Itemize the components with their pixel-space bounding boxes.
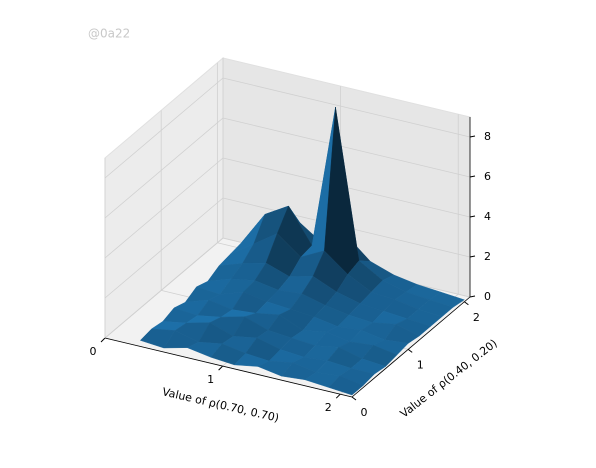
tick-mark <box>351 396 357 401</box>
grid-line <box>104 197 224 299</box>
tick-mark <box>218 365 223 371</box>
y-axis-label: Value of ρ(0.40, 0.20) <box>398 337 500 421</box>
x-tick-label: 0 <box>90 345 97 358</box>
x-axis-label: Value of ρ(0.70, 0.70) <box>161 385 280 425</box>
x-tick-label: 1 <box>207 373 214 386</box>
tick-mark <box>407 348 413 353</box>
z-tick-label: 8 <box>484 130 491 143</box>
tick-mark <box>469 255 476 258</box>
grid-line <box>104 117 224 219</box>
y-tick-label: 2 <box>473 311 480 324</box>
watermark: @0a22 <box>88 27 130 41</box>
tick-mark <box>464 301 469 306</box>
axis-line <box>104 337 353 398</box>
tick-mark <box>100 337 106 343</box>
z-tick-label: 6 <box>484 170 491 183</box>
x-tick-label: 2 <box>325 401 332 414</box>
surface-patch <box>328 375 364 396</box>
z-tick-label: 4 <box>484 210 491 223</box>
tick-mark <box>469 215 476 218</box>
z-tick-label: 2 <box>484 250 491 263</box>
y-tick-label: 1 <box>417 358 424 371</box>
grid-line <box>222 117 471 178</box>
grid-line <box>104 157 224 259</box>
tick-mark <box>469 295 476 298</box>
tick-mark <box>469 175 476 178</box>
axis-line <box>351 296 471 398</box>
y-tick-label: 0 <box>361 406 368 419</box>
grid-line <box>104 237 224 339</box>
tick-mark <box>335 393 341 399</box>
grid-line <box>104 77 224 179</box>
grid-line <box>222 77 471 138</box>
z-tick-label: 0 <box>484 290 491 303</box>
tick-mark <box>469 135 476 138</box>
